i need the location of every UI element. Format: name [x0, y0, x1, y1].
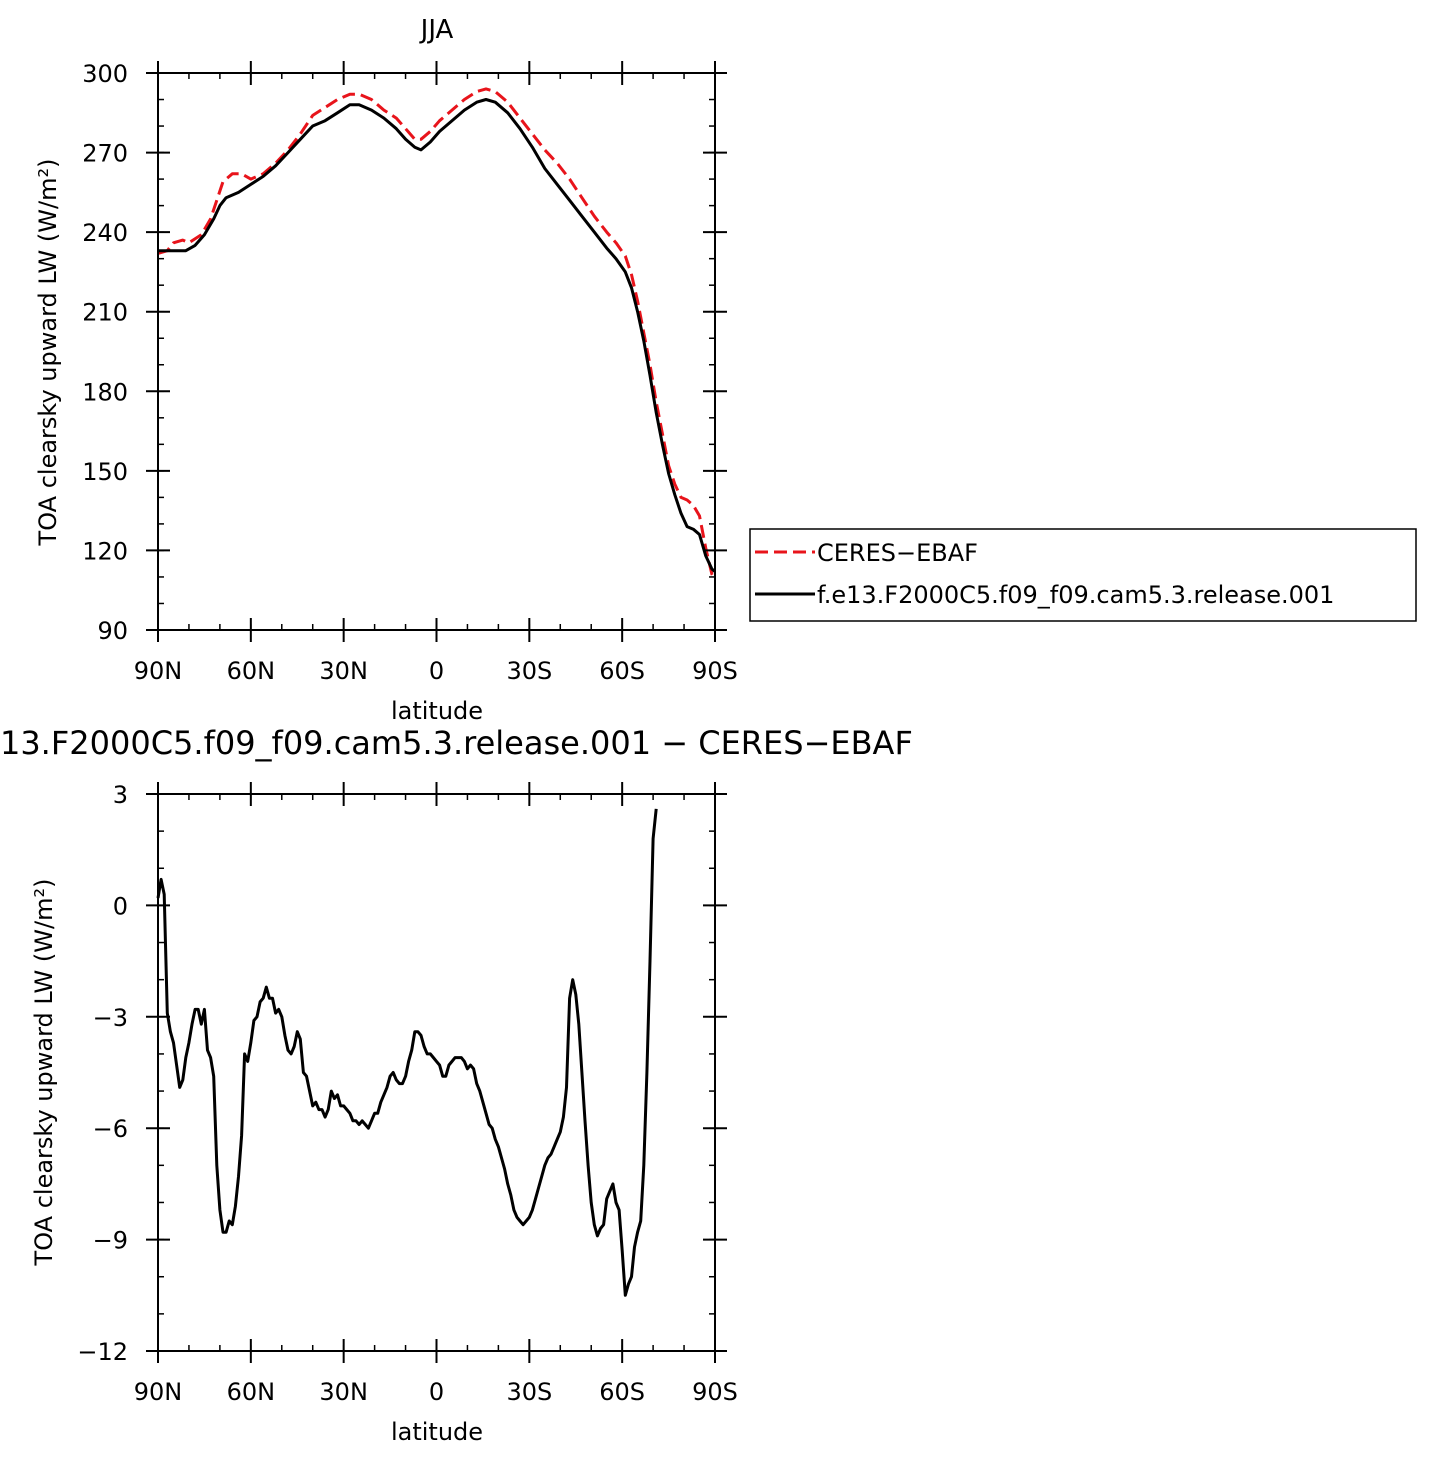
legend-label-ceres: CERES−EBAF — [817, 539, 978, 567]
top-plot-frame — [157, 72, 716, 631]
top-x-tick-label: 0 — [429, 657, 444, 685]
top-y-tick-label: 270 — [82, 140, 128, 168]
bot-y-tick-label: −3 — [93, 1004, 128, 1032]
top-x-axis-label: latitude — [391, 697, 483, 725]
top-y-tick-label: 150 — [82, 458, 128, 486]
top-x-tick-label: 90S — [692, 657, 738, 685]
bot-x-tick-label: 30S — [506, 1378, 552, 1406]
top-y-tick-label: 240 — [82, 219, 128, 247]
legend-box — [749, 528, 1417, 622]
bottom-y-axis-label: TOA clearsky upward LW (W/m²) — [30, 879, 58, 1267]
bot-x-tick-label: 0 — [429, 1378, 444, 1406]
top-title: JJA — [419, 15, 454, 45]
bot-series-line-0 — [156, 808, 658, 1297]
bot-y-tick-label: 3 — [113, 781, 128, 809]
top-x-tick-label: 30N — [319, 657, 368, 685]
bot-x-tick-label: 60S — [599, 1378, 645, 1406]
top-x-axis: 90N 60N 30N 0 30S 60S 90S — [134, 61, 738, 685]
legend: CERES−EBAF f.e13.F2000C5.f09_f09.cam5.3.… — [749, 528, 1417, 622]
legend-label-model: f.e13.F2000C5.f09_f09.cam5.3.release.001 — [817, 581, 1334, 609]
bottom-title: f.e13.F2000C5.f09_f09.cam5.3.release.001… — [0, 724, 913, 762]
bottom-series-layer — [156, 808, 658, 1297]
top-series-line-0 — [157, 87, 717, 581]
bottom-y-axis: −12 −9 −6 −3 0 3 — [77, 781, 727, 1366]
top-series-layer — [157, 87, 717, 581]
bot-x-tick-label: 30N — [319, 1378, 368, 1406]
top-x-tick-label: 60S — [599, 657, 645, 685]
top-y-tick-label: 300 — [82, 60, 128, 88]
top-series-line-1 — [158, 98, 716, 573]
top-y-tick-label: 90 — [97, 617, 128, 645]
bot-x-tick-label: 90N — [134, 1378, 183, 1406]
bottom-x-axis-label: latitude — [391, 1418, 483, 1446]
bottom-panel: f.e13.F2000C5.f09_f09.cam5.3.release.001… — [0, 724, 913, 1446]
top-y-axis-label: TOA clearsky upward LW (W/m²) — [34, 159, 62, 547]
bot-y-tick-label: 0 — [113, 892, 128, 920]
top-y-axis: 90 120 150 180 210 240 270 300 — [82, 60, 727, 645]
top-x-tick-label: 60N — [227, 657, 276, 685]
top-x-tick-label: 90N — [134, 657, 183, 685]
bot-y-tick-label: −9 — [93, 1227, 128, 1255]
top-panel: JJA 90N 60N 30N 0 30S 60S 90S 90 120 150 180 210 24… — [34, 15, 738, 725]
bot-x-tick-label: 90S — [692, 1378, 738, 1406]
top-y-tick-label: 210 — [82, 299, 128, 327]
bot-x-tick-label: 60N — [227, 1378, 276, 1406]
bot-y-tick-label: −6 — [93, 1115, 128, 1143]
top-x-tick-label: 30S — [506, 657, 552, 685]
top-y-tick-label: 180 — [82, 378, 128, 406]
top-y-tick-label: 120 — [82, 537, 128, 565]
bot-y-tick-label: −12 — [77, 1338, 128, 1366]
bottom-x-axis: 90N 60N 30N 0 30S 60S 90S — [134, 782, 738, 1406]
